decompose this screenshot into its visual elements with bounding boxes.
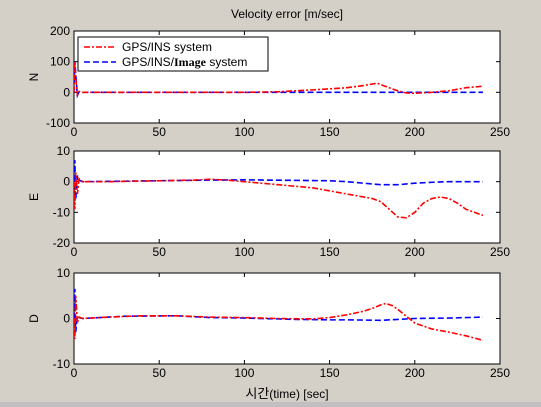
subplot-e: 0 50 100 150 200 250 -20 -10 0 10 E [27,144,510,259]
x-axis-label-rest: (time) [sec] [269,387,328,401]
y-axis-label: D [27,314,41,323]
x-tick-label: 0 [71,366,78,380]
x-tick-label: 150 [320,125,340,139]
legend-label-part: system [206,55,247,69]
legend-label: GPS/INS/Image system [122,55,247,69]
y-axis-label: N [27,73,41,82]
x-tick-label: 250 [490,245,510,259]
x-tick-label: 200 [405,245,425,259]
legend-label-part: GPS/INS/ [122,55,175,69]
series-line-gps-ins-system [74,295,484,342]
x-tick-label: 200 [405,366,425,380]
x-tick-label: 50 [153,245,167,259]
y-tick-label: 100 [50,55,70,69]
x-tick-label: 0 [71,245,78,259]
x-tick-label: 250 [490,366,510,380]
series-line-gps-ins-system [74,172,484,219]
y-tick-label: 0 [63,175,70,189]
x-tick-label: 50 [153,125,167,139]
y-tick-label: 10 [57,144,71,158]
x-axis-label: 시간(time) [sec] [245,386,328,401]
chart-title: Velocity error [m/sec] [231,7,343,21]
y-tick-label: -10 [53,357,71,371]
x-tick-label: 100 [234,245,254,259]
x-tick-label: 200 [405,125,425,139]
series-line-gps-ins-image-system [74,160,483,201]
x-tick-label: 100 [234,366,254,380]
y-tick-label: 0 [63,312,70,326]
axes-frame [73,150,501,244]
x-axis-label-korean: 시간 [245,386,269,401]
x-tick-label: 250 [490,125,510,139]
y-tick-label: 200 [50,24,70,38]
legend-box [77,36,269,72]
x-tick-label: 150 [320,245,340,259]
x-tick-label: 100 [234,125,254,139]
y-tick-label: -20 [53,236,71,250]
x-tick-label: 0 [71,125,78,139]
y-tick-label: 0 [63,85,70,99]
y-tick-label: -10 [53,205,71,219]
legend-label-part: GPS/INS system [122,40,212,54]
x-tick-label: 50 [153,366,167,380]
x-tick-label: 150 [320,366,340,380]
legend-label: GPS/INS system [122,40,212,54]
y-tick-label: 10 [57,266,71,280]
y-tick-label: -100 [46,116,70,130]
y-axis-label: E [27,193,41,201]
legend-label-part: Image [174,55,207,69]
